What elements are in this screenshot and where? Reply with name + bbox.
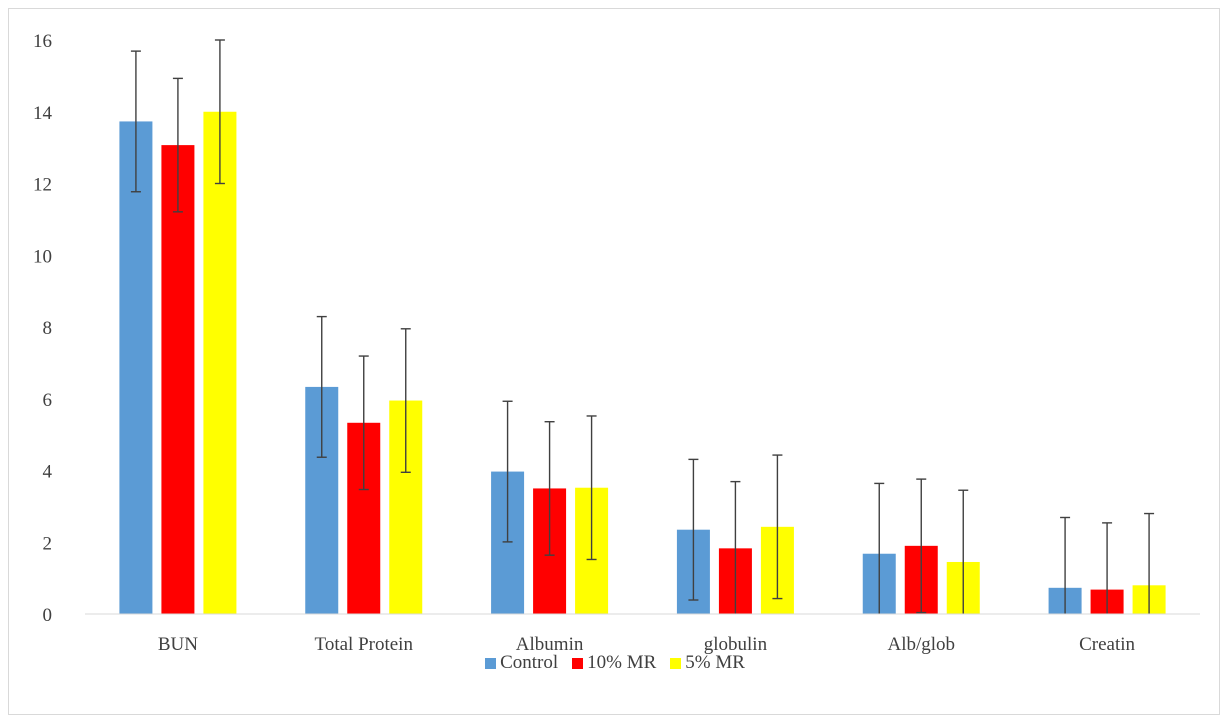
bar-10-mr-bun <box>161 145 195 614</box>
y-tick-label: 0 <box>43 605 53 626</box>
bar-control-bun <box>119 121 153 614</box>
legend-label: 5% MR <box>685 652 745 673</box>
error-bars <box>130 39 1155 614</box>
error-bar <box>544 421 555 556</box>
error-bar <box>958 489 969 614</box>
bar-groups <box>119 111 1166 614</box>
legend: Control 10% MR 5% MR <box>0 652 1230 674</box>
error-bar <box>772 454 783 600</box>
legend-item: 10% MR <box>572 652 656 674</box>
y-tick-label: 8 <box>43 318 53 339</box>
error-bar <box>214 39 225 185</box>
error-bar <box>172 77 183 213</box>
y-tick-label: 12 <box>33 175 52 196</box>
x-tick-label: Creatin <box>1079 634 1135 655</box>
error-bar <box>916 478 927 614</box>
x-tick-label: globulin <box>704 634 768 655</box>
legend-label: Control <box>500 652 559 673</box>
error-bar <box>316 315 327 458</box>
legend-swatch <box>485 657 497 669</box>
legend-label: 10% MR <box>587 652 657 673</box>
error-bar <box>358 355 369 491</box>
y-tick-label: 4 <box>43 462 53 483</box>
error-bar <box>586 415 597 561</box>
x-tick-label: Albumin <box>516 634 584 655</box>
error-bar <box>730 480 741 614</box>
error-bar <box>874 482 885 614</box>
y-axis-ticks: 0 2 4 6 8 10 12 14 16 <box>33 31 53 626</box>
error-bar <box>400 328 411 473</box>
legend-swatch <box>670 657 682 669</box>
error-bar <box>502 400 513 543</box>
error-bar <box>688 458 699 601</box>
error-bar <box>1144 512 1155 614</box>
legend-swatch <box>572 657 584 669</box>
y-tick-label: 14 <box>33 103 53 124</box>
y-tick-label: 6 <box>43 390 53 411</box>
error-bar <box>1102 522 1113 614</box>
x-tick-label: Alb/glob <box>887 634 955 655</box>
y-tick-label: 2 <box>43 533 53 554</box>
bar-5-mr-bun <box>203 111 237 614</box>
error-bar <box>1060 516 1071 614</box>
y-tick-label: 16 <box>33 31 52 52</box>
legend-item: 5% MR <box>670 652 745 674</box>
error-bar <box>130 50 141 193</box>
legend-item: Control <box>485 652 558 674</box>
x-tick-label: Total Protein <box>315 634 414 655</box>
x-tick-label: BUN <box>158 634 198 655</box>
x-axis-ticks: BUN Total Protein Albumin globulin Alb/glob C… <box>158 634 1136 655</box>
y-tick-label: 10 <box>33 246 52 267</box>
